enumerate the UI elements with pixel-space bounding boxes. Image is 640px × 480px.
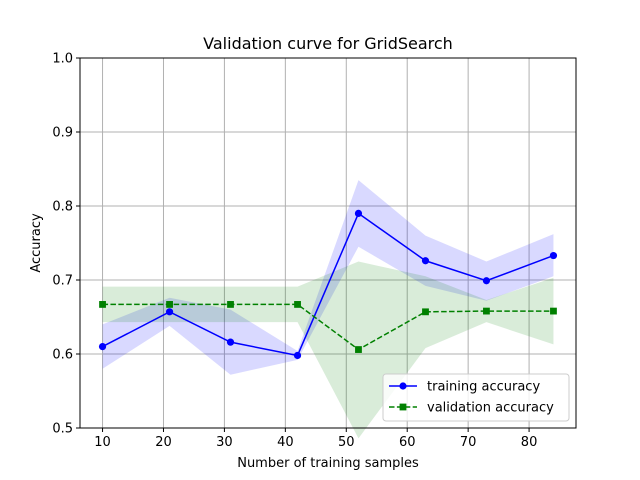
plot-frame: [79, 57, 577, 429]
y-tick-label: 0.8: [52, 200, 73, 215]
y-tick-label: 0.9: [52, 126, 73, 141]
validation-accuracy-line: [102, 303, 554, 351]
legend: training accuracy validation accuracy: [382, 373, 570, 422]
training-accuracy-point: [421, 257, 430, 265]
validation-accuracy-point: [99, 301, 106, 308]
training-accuracy-point: [226, 338, 235, 346]
x-tick-label: 50: [338, 435, 355, 450]
validation-accuracy-point: [483, 307, 490, 315]
series-markers: [98, 209, 558, 360]
x-tick-label: 70: [460, 435, 477, 450]
x-axis-title: Number of training samples: [237, 456, 419, 471]
series-lines: [102, 212, 554, 357]
validation-accuracy-point: [550, 307, 557, 315]
confidence-bands: [102, 180, 554, 439]
x-tick-label: 60: [399, 435, 416, 450]
y-tick-label: 0.5: [52, 422, 73, 437]
validation-accuracy-point: [166, 301, 173, 308]
training-accuracy-line: [102, 212, 554, 357]
y-tick-label: 1.0: [52, 52, 73, 67]
training-accuracy-band: [102, 180, 554, 375]
validation-accuracy-band: [102, 261, 554, 439]
validation-accuracy-point: [294, 301, 301, 308]
training-accuracy-legend-marker: [399, 382, 407, 390]
training-accuracy-point: [482, 277, 491, 285]
chart-title: Validation curve for GridSearch: [203, 34, 453, 53]
validation-accuracy-point: [422, 308, 429, 316]
axis-ticks: 10 20 30 40 50 60 70 80 0.5 0.6 0.7 0.8 0.9 1.0: [52, 52, 537, 451]
training-accuracy-point: [549, 251, 558, 260]
x-tick-label: 40: [277, 435, 294, 450]
y-axis-title: Accuracy: [29, 213, 44, 273]
validation-accuracy-legend-label: validation accuracy: [427, 401, 554, 416]
training-accuracy-point: [98, 343, 107, 351]
training-accuracy-point: [165, 308, 174, 316]
validation-accuracy-point: [227, 301, 234, 308]
training-accuracy-point: [354, 209, 363, 217]
x-tick-label: 10: [94, 435, 111, 450]
legend-box: [382, 373, 570, 422]
training-accuracy-legend-label: training accuracy: [427, 380, 540, 395]
x-tick-label: 30: [216, 435, 233, 450]
validation-accuracy-legend-marker: [399, 403, 407, 411]
x-tick-label: 80: [521, 435, 538, 450]
y-tick-label: 0.7: [52, 274, 73, 289]
training-accuracy-point: [293, 351, 302, 360]
validation-accuracy-point: [355, 346, 362, 353]
x-tick-label: 20: [155, 435, 172, 450]
y-tick-label: 0.6: [52, 348, 73, 363]
